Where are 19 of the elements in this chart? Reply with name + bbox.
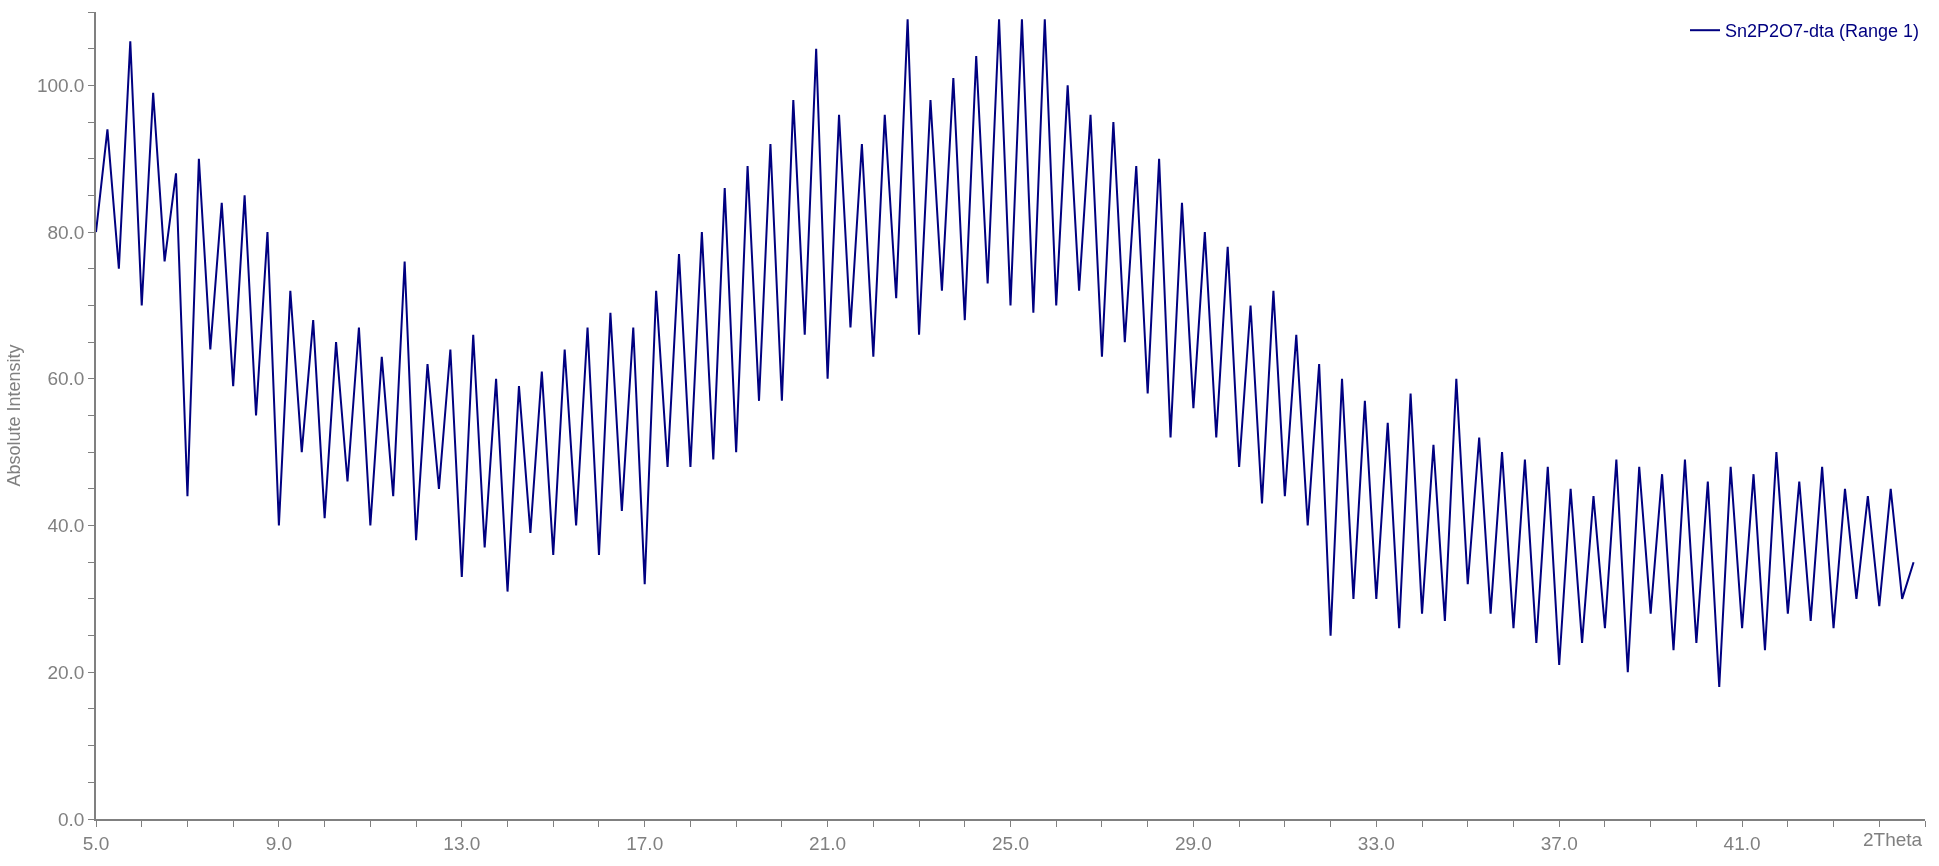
x-tick-label: 9.0 bbox=[265, 832, 293, 854]
x-tick-label: 5.0 bbox=[82, 832, 110, 854]
x-tick-label: 13.0 bbox=[443, 832, 481, 854]
y-tick-label: 20.0 bbox=[47, 661, 85, 683]
y-tick-label: 80.0 bbox=[47, 221, 85, 243]
x-axis-title: 2Theta bbox=[1863, 829, 1923, 850]
x-tick-label: 37.0 bbox=[1540, 832, 1578, 854]
x-tick-label: 29.0 bbox=[1174, 832, 1212, 854]
x-tick-label: 33.0 bbox=[1357, 832, 1395, 854]
y-tick-label: 40.0 bbox=[47, 515, 85, 537]
x-tick-label: 41.0 bbox=[1723, 832, 1761, 854]
y-axis-title: Absolute Intensity bbox=[3, 344, 24, 487]
x-tick-label: 21.0 bbox=[809, 832, 847, 854]
x-tick-label: 17.0 bbox=[626, 832, 664, 854]
legend-label: Sn2P2O7-dta (Range 1) bbox=[1725, 21, 1920, 42]
y-tick-label: 100.0 bbox=[36, 75, 85, 97]
y-tick-label: 0.0 bbox=[58, 808, 85, 830]
y-tick-label: 60.0 bbox=[47, 368, 85, 390]
x-tick-label: 25.0 bbox=[992, 832, 1029, 854]
